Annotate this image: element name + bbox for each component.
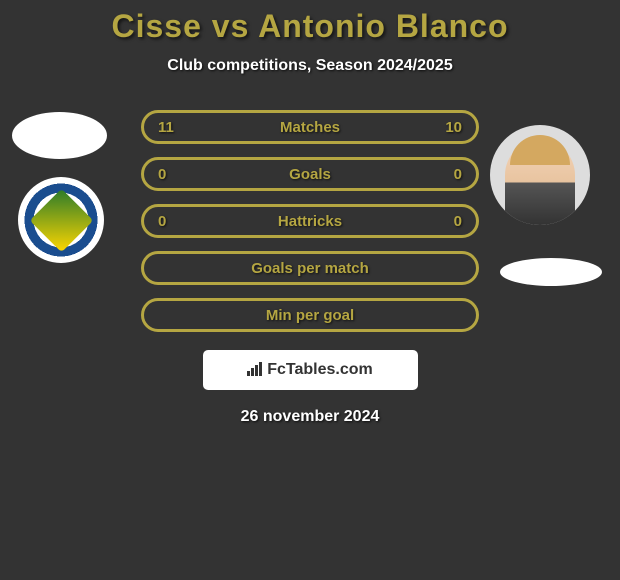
stat-left-value: 0 bbox=[158, 213, 166, 230]
watermark-badge: FcTables.com bbox=[203, 350, 418, 390]
player-right-avatar bbox=[490, 125, 590, 225]
stat-label: Goals per match bbox=[251, 260, 369, 277]
stat-right-value: 0 bbox=[454, 213, 462, 230]
watermark-text: FcTables.com bbox=[267, 361, 373, 379]
stat-label: Hattricks bbox=[278, 213, 342, 230]
stat-left-value: 0 bbox=[158, 166, 166, 183]
stat-label: Min per goal bbox=[266, 307, 354, 324]
stat-left-value: 11 bbox=[158, 119, 174, 136]
stat-row: 0 Goals 0 bbox=[141, 157, 479, 191]
chart-icon bbox=[247, 362, 263, 379]
comparison-title: Cisse vs Antonio Blanco bbox=[0, 8, 620, 45]
stat-row: Min per goal bbox=[141, 298, 479, 332]
comparison-subtitle: Club competitions, Season 2024/2025 bbox=[0, 57, 620, 75]
stat-right-value: 10 bbox=[445, 119, 462, 136]
stat-label: Goals bbox=[289, 166, 331, 183]
stat-label: Matches bbox=[280, 119, 340, 136]
stat-row: 0 Hattricks 0 bbox=[141, 204, 479, 238]
stat-right-value: 0 bbox=[454, 166, 462, 183]
player-right-club-badge bbox=[500, 258, 602, 286]
stat-row: 11 Matches 10 bbox=[141, 110, 479, 144]
player-left-club-badge bbox=[18, 177, 104, 263]
comparison-date: 26 november 2024 bbox=[0, 408, 620, 426]
player-left-avatar bbox=[12, 112, 107, 159]
stat-row: Goals per match bbox=[141, 251, 479, 285]
